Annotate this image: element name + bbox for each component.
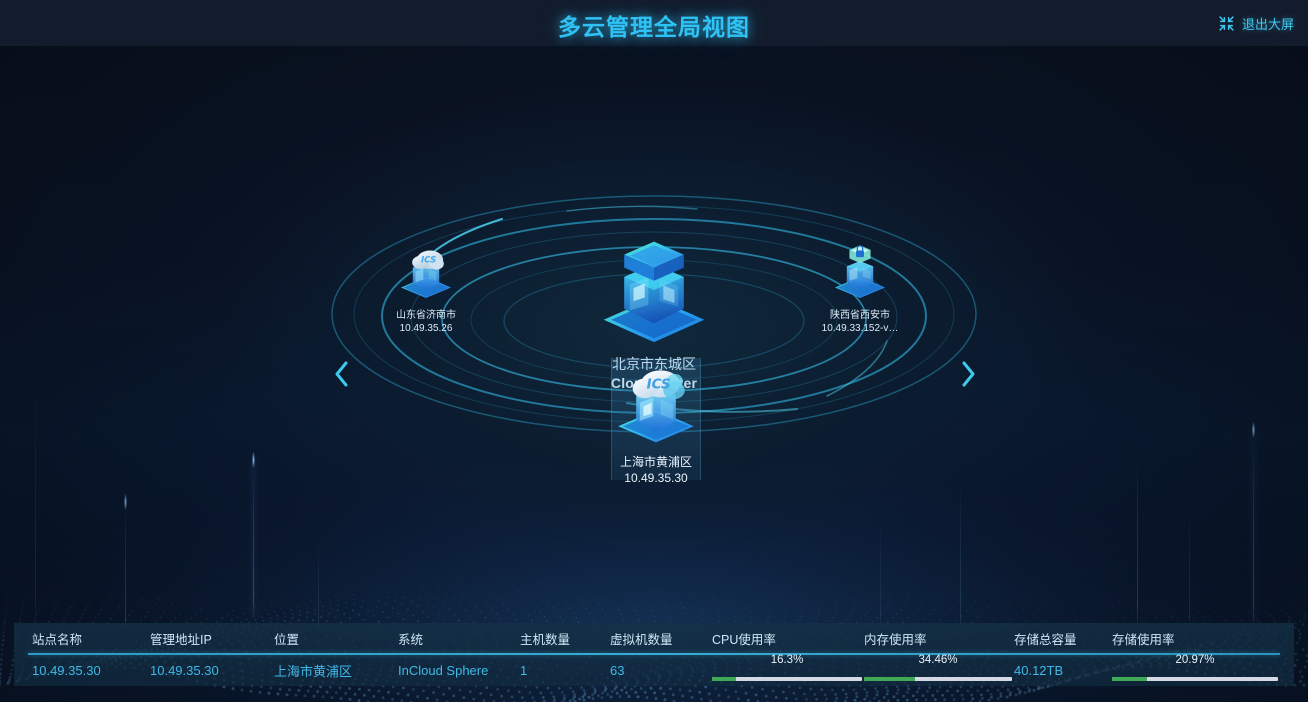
storage-usage-value: 20.97% [1175,654,1215,666]
th-location: 位置 [274,633,300,647]
cell-vm-count: 63 [610,663,625,678]
th-vm-count: 虚拟机数量 [610,633,673,647]
th-site-name: 站点名称 [32,633,83,647]
th-memory-usage: 内存使用率 [864,633,927,647]
prev-site-button[interactable] [328,359,354,393]
cell-storage-usage: 20.97% [1112,654,1278,686]
cpu-usage-value: 16.3% [770,654,804,666]
table-header-row: 站点名称 管理地址IP 位置 系统 主机数量 虚拟机数量 CPU使用率 内存使用… [14,623,1294,654]
th-host-count: 主机数量 [520,633,571,647]
next-site-button[interactable] [955,359,981,393]
th-cpu-usage: CPU使用率 [712,633,776,647]
topology-node-jinan[interactable]: ICS 山东省济南市 10.49.35.26 [356,236,496,336]
cpu-usage-bar [712,677,862,681]
cloud-server-ics-icon: ICS [393,250,459,306]
exit-fullscreen-label: 退出大屏 [1241,16,1294,32]
cloud-server-ics-icon: ICS [611,370,701,450]
exit-fullscreen-button[interactable]: 退出大屏 [1218,12,1294,34]
table-row[interactable]: 10.49.35.30 10.49.35.30 上海市黄浦区 InCloud S… [14,654,1294,686]
th-storage-total: 存储总容量 [1014,633,1077,647]
cell-system: InCloud Sphere [398,663,489,678]
cell-site-name: 10.49.35.30 [32,663,101,678]
cell-host-count: 1 [520,663,528,678]
cell-memory-usage: 34.46% [864,654,1012,686]
node-label: 山东省济南市 10.49.35.26 [396,310,456,335]
table-header-divider [28,653,1280,655]
cell-management-ip: 10.49.35.30 [150,663,219,678]
storage-usage-bar [1112,677,1278,681]
top-header-bar: 多云管理全局视图 退出大屏 [0,0,1308,46]
cell-location: 上海市黄浦区 [274,664,353,679]
th-management-ip: 管理地址IP [150,633,212,647]
chevron-right-icon [960,360,977,393]
topology-node-shanghai[interactable]: ICS 上海市黄浦区 10.49.35.30 [556,356,756,487]
svg-text:ICS: ICS [421,255,436,265]
svg-text:ICS: ICS [647,376,671,392]
memory-usage-value: 34.46% [918,654,958,666]
cube-server-icon [598,241,710,348]
site-detail-table: 站点名称 管理地址IP 位置 系统 主机数量 虚拟机数量 CPU使用率 内存使用… [14,623,1294,686]
topology-view: ICS 山东省济南市 10.49.35.26 [0,46,1308,616]
memory-usage-bar [864,677,1012,681]
lock-server-icon [827,245,893,306]
th-system: 系统 [398,633,424,647]
cell-cpu-usage: 16.3% [712,654,862,686]
cell-storage-total: 40.12TB [1014,663,1064,678]
chevron-left-icon [333,360,350,393]
page-title: 多云管理全局视图 [558,14,750,40]
topology-node-xian[interactable]: 陕西省西安市 10.49.33.152-v… [790,236,930,336]
node-label: 上海市黄浦区 10.49.35.30 [619,455,692,485]
compress-arrows-icon [1218,15,1235,32]
th-storage-usage: 存储使用率 [1112,633,1175,647]
node-label: 陕西省西安市 10.49.33.152-v… [821,310,899,335]
